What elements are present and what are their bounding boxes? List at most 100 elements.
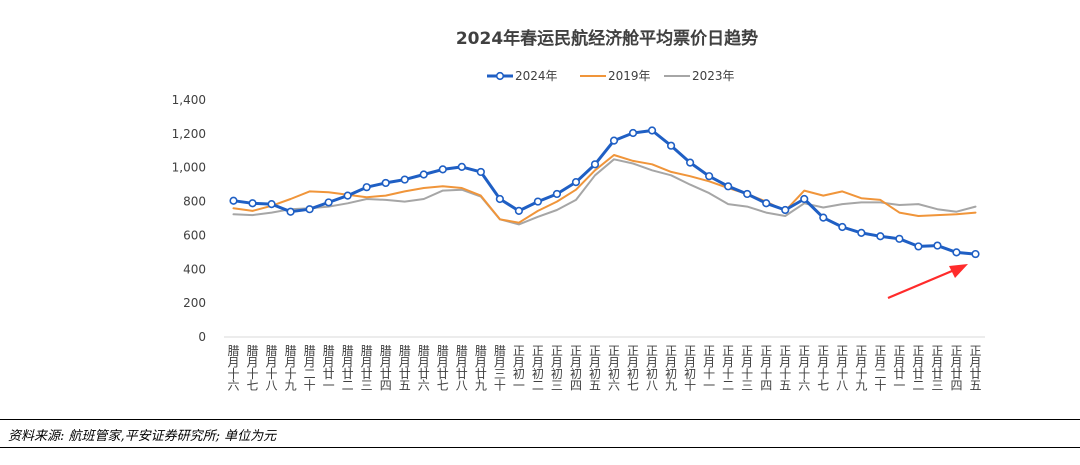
x-tick-label: 正月初九 [665,344,677,393]
x-tick-label: 腊月廿二 [342,344,354,393]
x-tick-label: 腊月三十 [494,344,506,393]
x-tick-label: 腊月廿一 [323,344,335,393]
data-point [686,158,695,167]
data-point [781,205,790,215]
x-tick-label: 腊月十七 [247,344,259,393]
data-point [857,228,866,237]
data-point [647,126,657,135]
data-point [838,222,847,232]
x-tick-label: 正月十五 [779,344,791,393]
x-tick-label: 腊月十八 [266,344,278,393]
x-tick-label: 腊月廿三 [361,344,373,393]
x-tick-label: 正月廿四 [950,344,962,393]
x-tick-label: 腊月十六 [228,344,240,393]
data-point [571,178,581,187]
x-tick-label: 正月十三 [741,344,753,393]
x-tick-label: 正月初六 [608,344,620,393]
data-point [876,232,885,241]
data-point [514,206,523,215]
chart-title: 2024年春运民航经济舱平均票价日趋势 [456,28,758,49]
x-tick-label: 腊月二十 [304,344,316,393]
data-point [971,249,980,259]
footer-top-rule [0,419,1080,420]
x-tick-label: 正月十八 [836,344,848,393]
data-point [895,234,904,243]
data-point [952,248,961,257]
legend-marker [495,71,505,81]
x-tick-label: 正月廿一 [893,344,905,393]
data-point [590,160,600,169]
x-tick-label: 正月初三 [551,344,563,393]
annotation [887,264,968,300]
data-point [343,191,352,200]
y-tick-label: 800 [183,195,206,209]
data-point [819,213,828,222]
y-tick-label: 1,000 [172,161,206,175]
data-point [609,136,619,145]
y-tick-label: 1,200 [172,127,206,141]
data-point [248,199,257,208]
data-point [762,199,771,208]
x-tick-label: 腊月十九 [285,344,297,393]
data-point [552,189,562,199]
data-point [305,205,314,214]
chart: 2024年春运民航经济舱平均票价日趋势 2024年 2019年 2023年 0 200… [172,28,985,393]
series-line-2024年 [232,129,977,256]
x-tick-label: 正月初五 [589,344,601,393]
legend-label: 2019年 [608,69,651,83]
data-point [419,170,428,179]
data-point [267,200,276,209]
x-tick-label: 正月初二 [532,344,544,393]
x-tick-label: 正月廿二 [912,344,924,393]
footer-bottom-rule [0,447,1080,448]
data-point [705,172,714,181]
x-tick-label: 腊月廿四 [380,344,392,393]
data-point [914,242,923,251]
x-tick-label: 正月廿三 [931,344,943,393]
x-tick-label: 正月十六 [798,344,810,393]
x-tick-label: 腊月廿九 [475,344,487,393]
x-tick-label: 正月十七 [817,344,829,393]
x-tick-label: 正月二十 [874,344,886,393]
x-tick-label: 腊月廿五 [399,344,411,393]
data-point [666,141,676,150]
legend: 2024年 2019年 2023年 [487,69,735,83]
y-tick-label: 400 [183,262,206,276]
source-note: 资料来源: 航班管家,平安证券研究所; 单位为元 [8,429,277,444]
y-tick-label: 1,400 [172,93,206,107]
x-tick-label: 正月初七 [627,344,639,393]
x-axis: 腊月十六腊月十七腊月十八腊月十九腊月二十腊月廿一腊月廿二腊月廿三腊月廿四腊月廿五… [224,336,985,393]
data-point [495,194,504,204]
x-tick-label: 正月十四 [760,344,772,393]
data-point [476,167,485,177]
data-point [438,165,447,174]
data-point [362,183,371,192]
x-tick-label: 正月初四 [570,344,582,393]
x-tick-label: 腊月廿八 [456,344,468,393]
y-axis: 0 200 400 600 800 1,000 1,200 1,400 [172,93,206,344]
legend-label: 2024年 [515,69,558,83]
x-tick-label: 腊月廿六 [418,344,430,393]
data-point [628,128,638,138]
legend-label: 2023年 [692,69,735,83]
data-point [286,207,295,216]
series-line-2023年 [232,158,977,226]
data-point [724,182,733,191]
data-point [381,178,390,188]
x-tick-label: 正月初一 [513,344,525,393]
x-tick-label: 腊月廿七 [437,344,449,393]
x-tick-label: 正月初十 [684,344,696,393]
x-tick-label: 正月十二 [722,344,734,393]
x-tick-label: 正月十一 [703,344,715,393]
y-tick-label: 200 [183,296,206,310]
data-point [400,175,409,184]
y-tick-label: 600 [183,228,206,242]
data-point [457,162,466,171]
data-point [533,197,543,206]
x-tick-label: 正月初八 [646,344,658,393]
y-tick-label: 0 [198,330,206,344]
data-point [800,194,809,204]
data-point [933,241,942,250]
x-tick-label: 正月十九 [855,344,867,393]
arrow-shaft [887,269,953,300]
